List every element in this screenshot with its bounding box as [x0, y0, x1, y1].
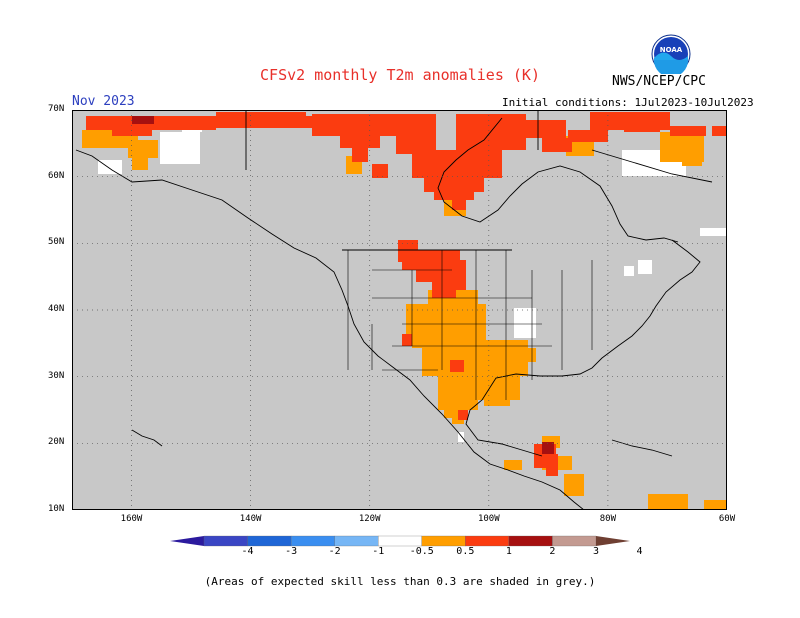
- lon-label: 120W: [358, 514, 381, 524]
- lat-label: 50N: [48, 237, 65, 248]
- lat-lon-grid: [72, 110, 727, 510]
- map-border: [72, 110, 727, 510]
- colorbar: [170, 532, 630, 550]
- colorbar-segment: [378, 535, 422, 547]
- colorbar-segment: [508, 535, 553, 547]
- svg-text:NOAA: NOAA: [660, 46, 683, 54]
- colorbar-svg: [170, 535, 630, 547]
- colorbar-segment: [334, 535, 379, 547]
- state-borders: [347, 250, 593, 400]
- map-title: CFSv2 monthly T2m anomalies (K): [260, 66, 540, 84]
- forecast-month: Nov 2023: [72, 94, 135, 109]
- colorbar-segment: [290, 535, 335, 547]
- lon-label: 80W: [599, 514, 617, 524]
- colorbar-label: -4: [241, 546, 254, 557]
- colorbar-segment: [421, 535, 466, 547]
- lat-label: 10N: [48, 504, 65, 514]
- agency-label: NWS/NCEP/CPC: [612, 74, 706, 89]
- anomaly-map: [72, 110, 727, 511]
- lon-label: 60W: [718, 514, 736, 524]
- anomaly-2-3-areas: [132, 116, 554, 454]
- lon-label: 160W: [120, 514, 143, 524]
- colorbar-segment: [552, 535, 597, 547]
- colorbar-arrow-high: [596, 536, 630, 546]
- colorbar-label: -3: [285, 546, 298, 557]
- noaa-logo: NOAA: [651, 34, 691, 77]
- colorbar-segment: [203, 535, 248, 547]
- colorbar-label: 1: [505, 546, 512, 557]
- colorbar-label: -1: [372, 546, 385, 557]
- initial-conditions: Initial conditions: 1Jul2023-10Jul2023: [502, 96, 754, 109]
- lat-label: 40N: [48, 304, 65, 314]
- anomaly-1-2-areas: [86, 112, 726, 476]
- skill-footnote: (Areas of expected skill less than 0.3 a…: [204, 575, 596, 588]
- colorbar-label: -2: [328, 546, 341, 557]
- colorbar-segment: [247, 535, 292, 547]
- map-svg: [72, 110, 727, 511]
- lon-label: 100W: [477, 514, 500, 524]
- colorbar-label: 4: [636, 546, 643, 557]
- colorbar-label: 3: [592, 546, 600, 557]
- colorbar-segment: [465, 535, 510, 547]
- lon-label: 140W: [239, 514, 262, 524]
- lat-label: 30N: [48, 370, 65, 381]
- colorbar-label: 0.5: [456, 546, 475, 557]
- colorbar-label: -0.5: [409, 546, 434, 557]
- lat-label: 70N: [48, 104, 65, 114]
- lat-label: 20N: [48, 437, 65, 448]
- colorbar-arrow-low: [170, 536, 204, 546]
- colorbar-label: 2: [549, 546, 556, 557]
- lat-label: 60N: [48, 170, 65, 181]
- coastlines: [75, 110, 713, 511]
